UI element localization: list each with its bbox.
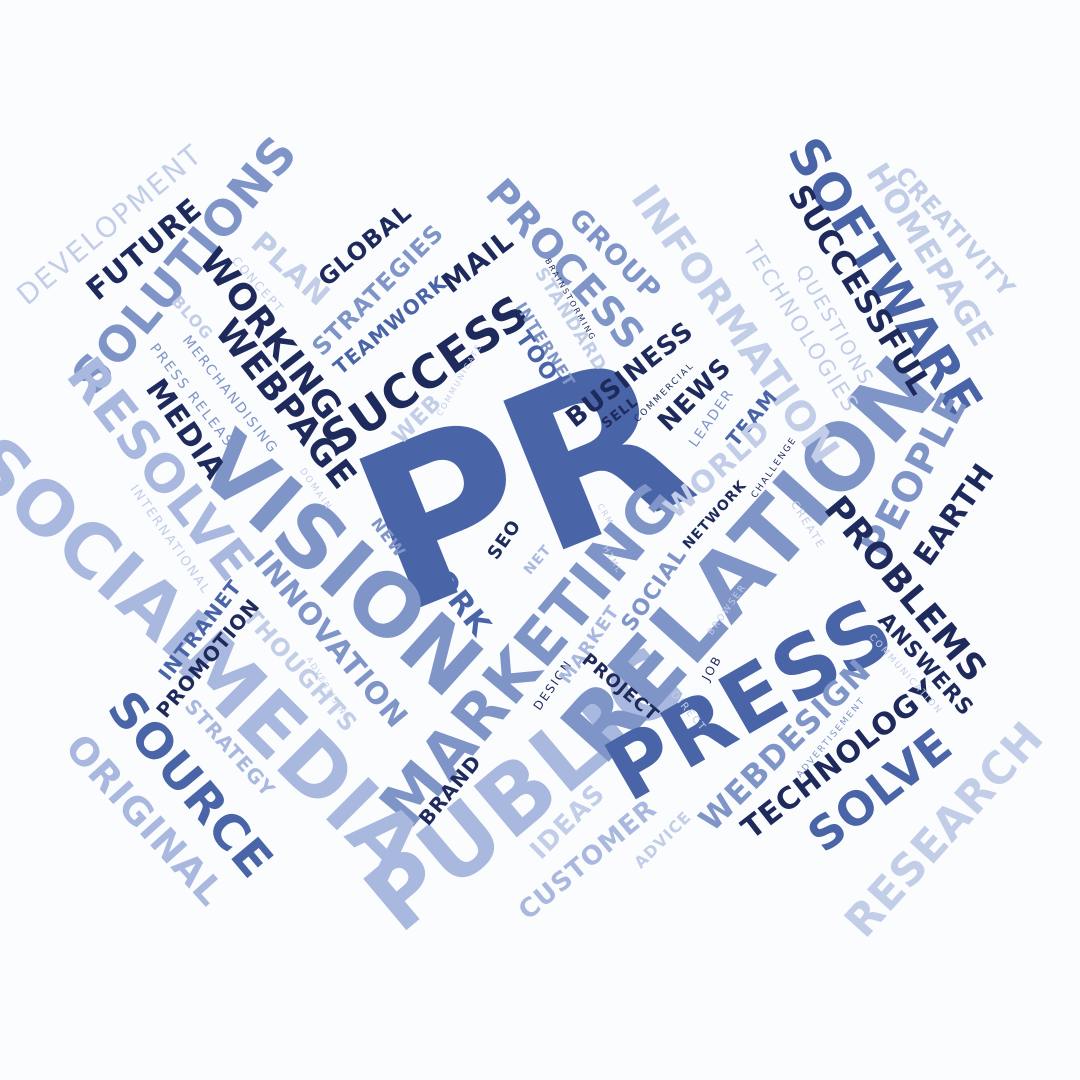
word-cloud: PR PUBLIC RELATION PRESS MARKETING VISIO… xyxy=(0,125,1054,952)
